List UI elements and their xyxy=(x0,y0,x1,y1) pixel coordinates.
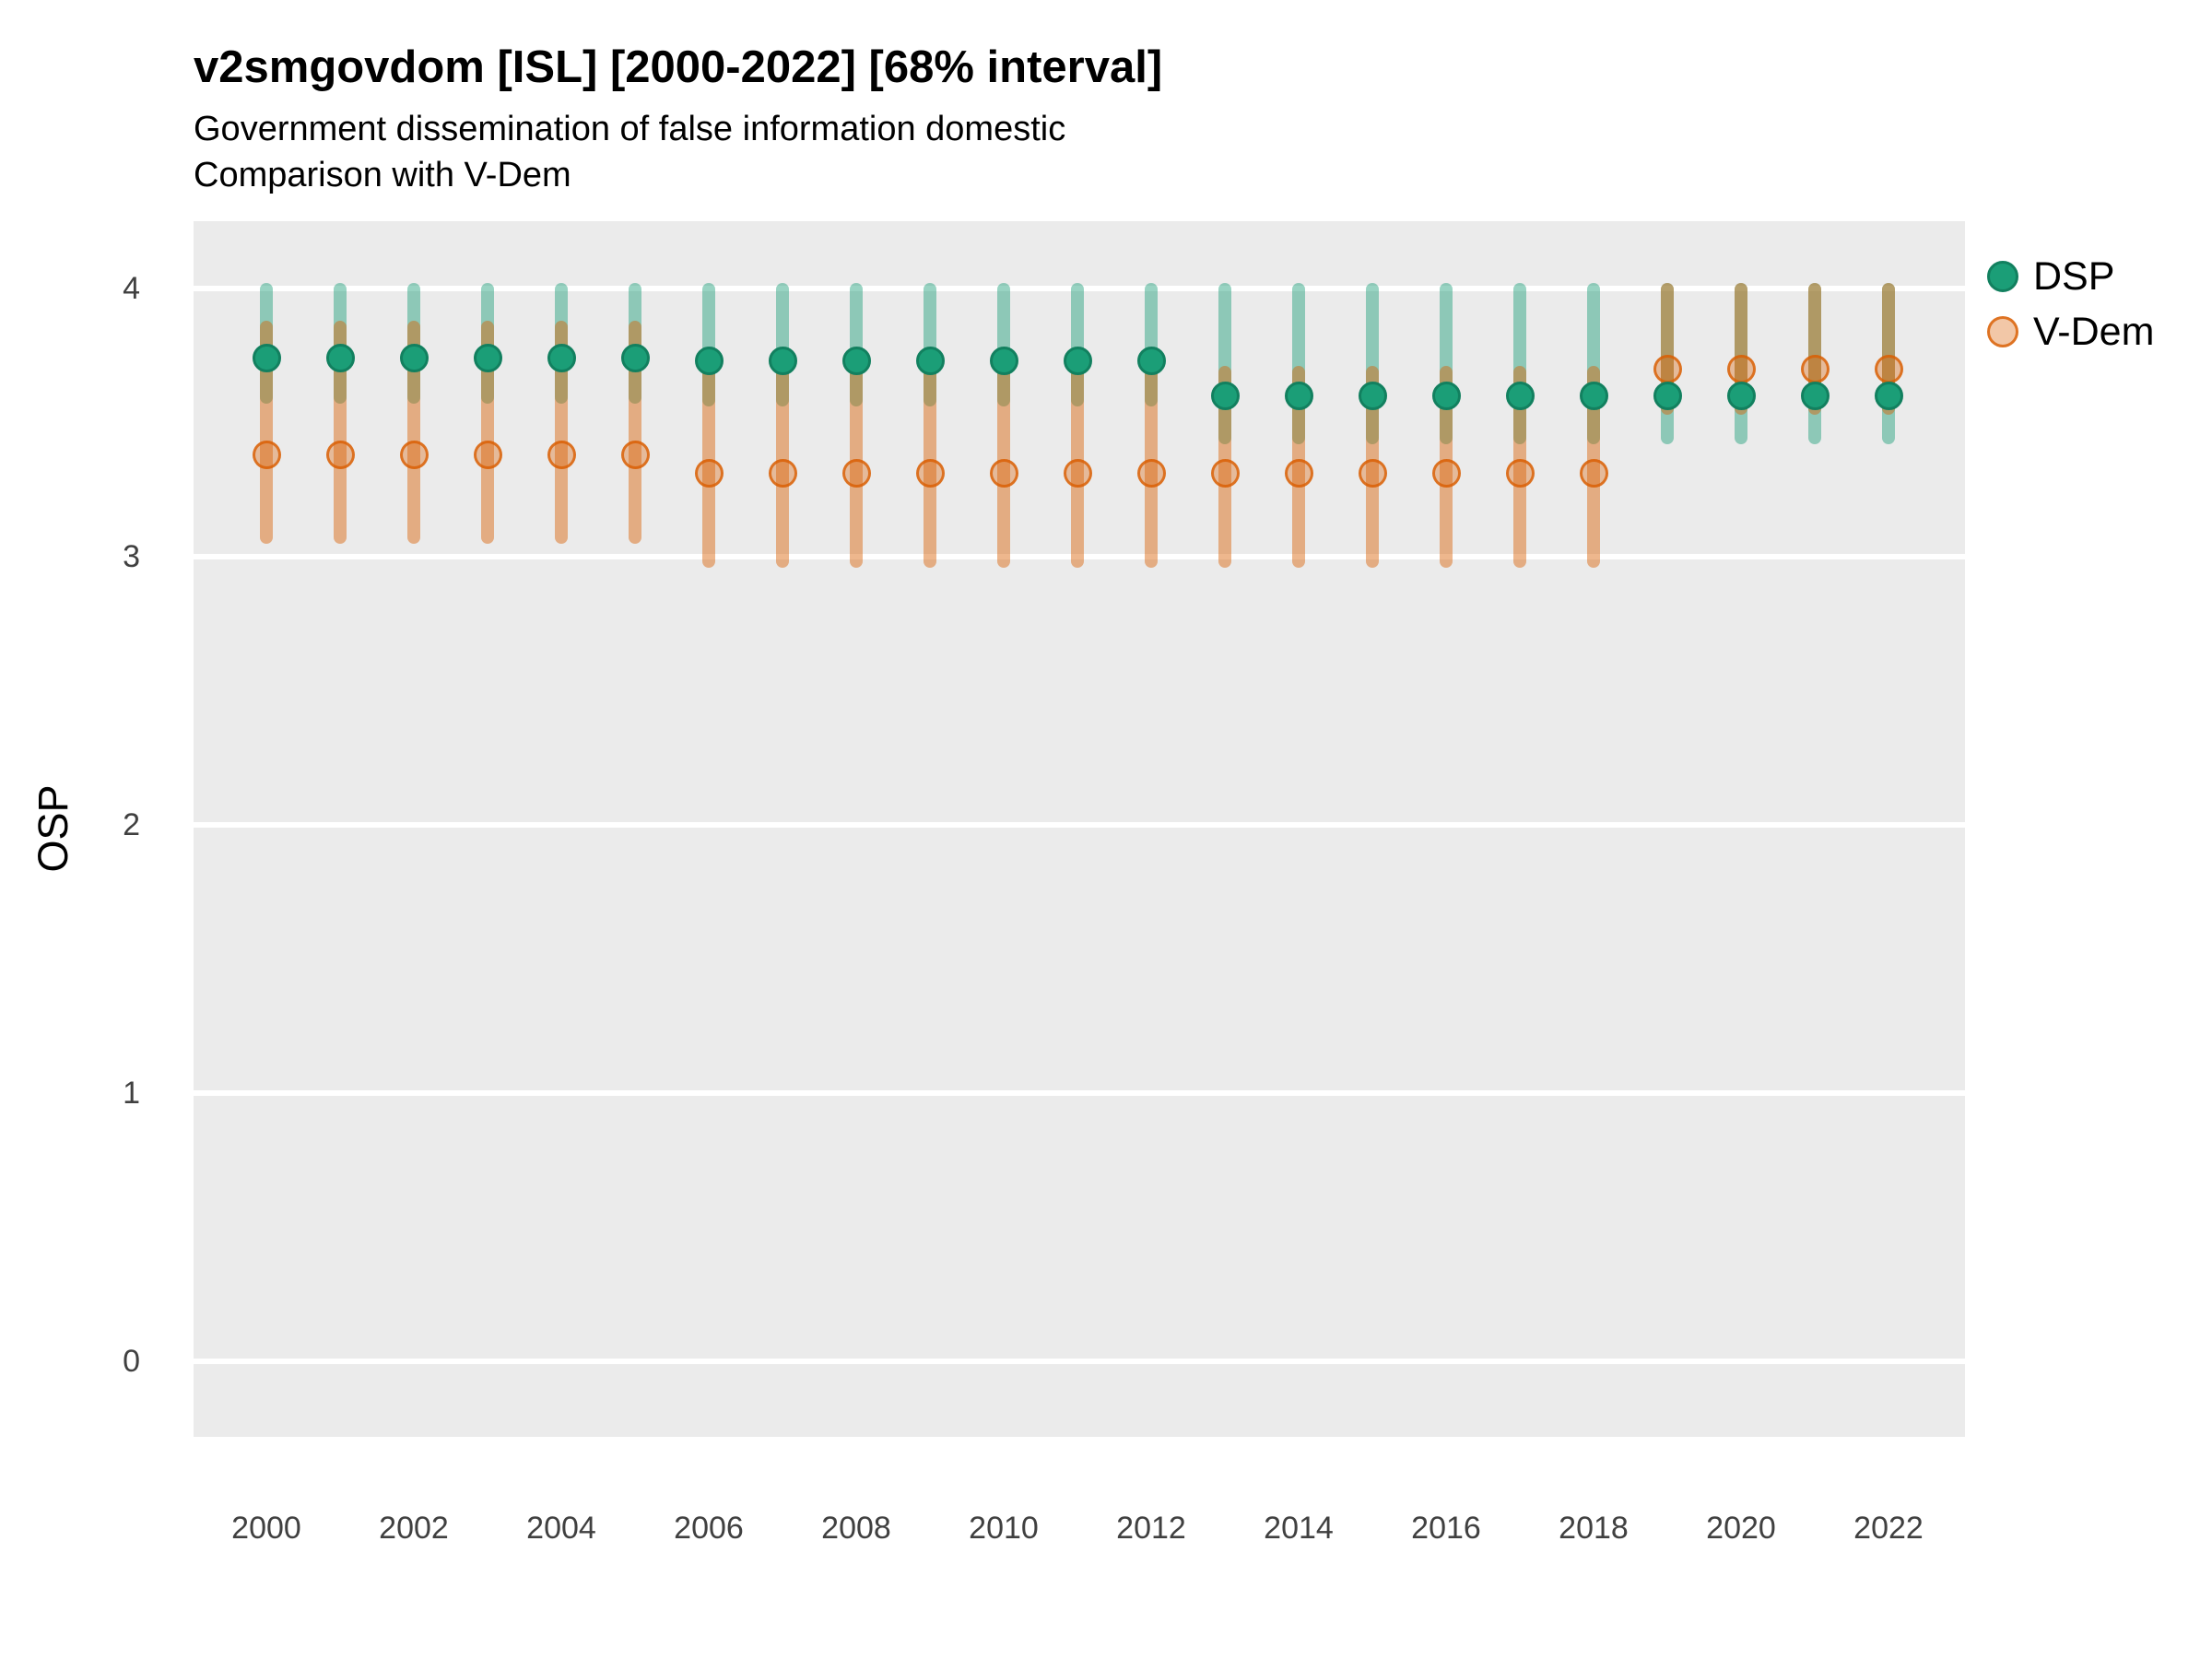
dsp-interval-bar xyxy=(407,283,420,405)
vdem-point xyxy=(1505,459,1535,488)
legend: DSP V-Dem xyxy=(1987,249,2154,359)
vdem-point xyxy=(768,459,797,488)
gridline-y-0 xyxy=(194,1359,1965,1364)
dsp-point xyxy=(399,344,429,373)
dsp-point xyxy=(1063,347,1092,376)
dsp-point xyxy=(1653,381,1682,410)
vdem-point xyxy=(1726,354,1756,383)
vdem-point xyxy=(1136,459,1166,488)
vdem-interval-bar xyxy=(629,320,641,544)
vdem-point xyxy=(399,440,429,469)
vdem-point xyxy=(1210,459,1240,488)
dsp-point xyxy=(989,347,1018,376)
dsp-point xyxy=(1431,381,1461,410)
vdem-point xyxy=(325,440,355,469)
x-tick-label: 2002 xyxy=(379,1511,449,1546)
gridline-y-2 xyxy=(194,822,1965,828)
vdem-point xyxy=(1653,354,1682,383)
legend-swatch-vdem-icon xyxy=(1987,316,2018,347)
chart-title: v2smgovdom [ISL] [2000-2022] [68% interv… xyxy=(194,42,1163,92)
vdem-interval-bar xyxy=(334,320,347,544)
dsp-interval-bar xyxy=(1145,283,1158,407)
legend-swatch-dsp-icon xyxy=(1987,261,2018,292)
vdem-point xyxy=(1284,459,1313,488)
vdem-interval-bar xyxy=(481,320,494,544)
x-tick-label: 2006 xyxy=(674,1511,744,1546)
dsp-point xyxy=(473,344,502,373)
x-tick-label: 2014 xyxy=(1264,1511,1334,1546)
vdem-point xyxy=(1874,354,1903,383)
gridline-y-4 xyxy=(194,286,1965,291)
dsp-point xyxy=(1210,381,1240,410)
dsp-point xyxy=(547,344,576,373)
dsp-interval-bar xyxy=(776,283,789,407)
dsp-point xyxy=(1136,347,1166,376)
dsp-point xyxy=(1358,381,1387,410)
dsp-point xyxy=(841,347,871,376)
dsp-interval-bar xyxy=(702,283,715,407)
gridline-y-1 xyxy=(194,1090,1965,1096)
dsp-interval-bar xyxy=(997,283,1010,407)
vdem-point xyxy=(1800,354,1830,383)
vdem-interval-bar xyxy=(555,320,568,544)
dsp-point xyxy=(694,347,724,376)
gridline-y-3 xyxy=(194,554,1965,559)
vdem-point xyxy=(547,440,576,469)
y-tick-label: 1 xyxy=(123,1076,140,1111)
x-tick-label: 2008 xyxy=(821,1511,891,1546)
x-tick-label: 2004 xyxy=(526,1511,596,1546)
vdem-point xyxy=(1358,459,1387,488)
dsp-point xyxy=(1284,381,1313,410)
x-tick-label: 2016 xyxy=(1411,1511,1481,1546)
legend-item-dsp: DSP xyxy=(1987,249,2154,304)
x-tick-label: 2000 xyxy=(231,1511,301,1546)
y-tick-label: 2 xyxy=(123,807,140,842)
dsp-interval-bar xyxy=(924,283,936,407)
y-tick-label: 4 xyxy=(123,271,140,306)
vdem-point xyxy=(841,459,871,488)
dsp-point xyxy=(768,347,797,376)
dsp-point xyxy=(1800,381,1830,410)
dsp-point xyxy=(1505,381,1535,410)
dsp-point xyxy=(1874,381,1903,410)
dsp-point xyxy=(325,344,355,373)
dsp-interval-bar xyxy=(481,283,494,405)
chart-subtitle-line2: Comparison with V-Dem xyxy=(194,156,571,194)
x-tick-label: 2010 xyxy=(969,1511,1039,1546)
vdem-interval-bar xyxy=(260,320,273,544)
dsp-point xyxy=(915,347,945,376)
x-tick-label: 2022 xyxy=(1853,1511,1924,1546)
dsp-interval-bar xyxy=(555,283,568,405)
vdem-point xyxy=(620,440,650,469)
vdem-point xyxy=(915,459,945,488)
dsp-interval-bar xyxy=(260,283,273,405)
legend-label: DSP xyxy=(2033,253,2115,299)
dsp-interval-bar xyxy=(334,283,347,405)
vdem-point xyxy=(252,440,281,469)
vdem-point xyxy=(694,459,724,488)
legend-item-vdem: V-Dem xyxy=(1987,304,2154,359)
dsp-point xyxy=(252,344,281,373)
vdem-point xyxy=(989,459,1018,488)
vdem-point xyxy=(1063,459,1092,488)
x-tick-label: 2020 xyxy=(1706,1511,1776,1546)
y-tick-label: 3 xyxy=(123,539,140,574)
vdem-point xyxy=(1431,459,1461,488)
dsp-interval-bar xyxy=(850,283,863,407)
chart-subtitle-line1: Government dissemination of false inform… xyxy=(194,110,1066,148)
plot-panel xyxy=(194,221,1965,1437)
vdem-interval-bar xyxy=(407,320,420,544)
x-tick-label: 2018 xyxy=(1559,1511,1629,1546)
vdem-point xyxy=(473,440,502,469)
dsp-point xyxy=(620,344,650,373)
y-tick-label: 0 xyxy=(123,1344,140,1379)
dsp-interval-bar xyxy=(629,283,641,405)
legend-label: V-Dem xyxy=(2033,309,2155,354)
x-tick-label: 2012 xyxy=(1116,1511,1186,1546)
dsp-point xyxy=(1579,381,1608,410)
vdem-point xyxy=(1579,459,1608,488)
dsp-point xyxy=(1726,381,1756,410)
dsp-interval-bar xyxy=(1071,283,1084,407)
